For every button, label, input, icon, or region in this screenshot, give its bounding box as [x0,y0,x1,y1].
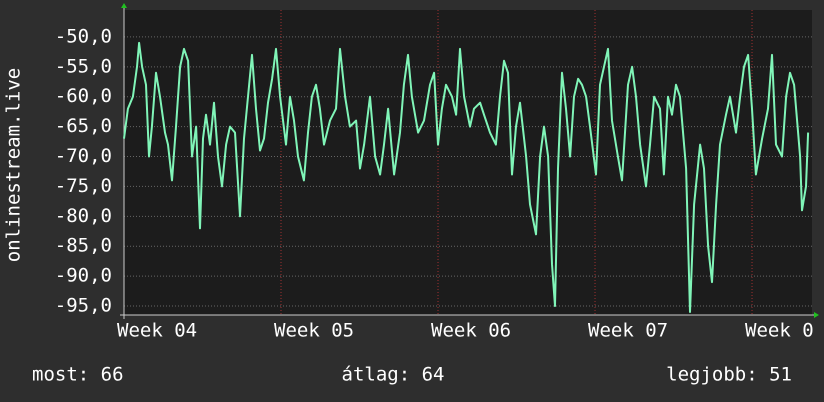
y-tick-label: -65,0 [55,115,112,137]
x-tick-label: Week 07 [588,320,668,342]
x-tick-label: Week 05 [274,320,354,342]
y-tick-label: -50,0 [55,25,112,47]
y-tick-label: -70,0 [55,145,112,167]
stat: most: 66 [32,364,124,386]
x-tick-label: Week 04 [117,320,197,342]
x-tick-label: Week 0 [745,320,814,342]
stat: legjobb: 51 [666,364,792,386]
axis-arrow [121,3,127,8]
line [123,41,810,313]
y-tick-label: -75,0 [55,175,112,197]
plot-area [124,10,812,315]
x-tick-label: Week 06 [431,320,511,342]
axis-arrow [814,312,819,318]
stat: átlag: 64 [342,364,445,386]
y-tick-label: -95,0 [55,295,112,317]
y-tick-label: -60,0 [55,85,112,107]
y-tick-label: -85,0 [55,235,112,257]
y-tick-label: -80,0 [55,205,112,227]
y-tick-label: -90,0 [55,265,112,287]
y-tick-label: -55,0 [55,55,112,77]
y-axis-label: onlinestream.live [3,68,25,262]
